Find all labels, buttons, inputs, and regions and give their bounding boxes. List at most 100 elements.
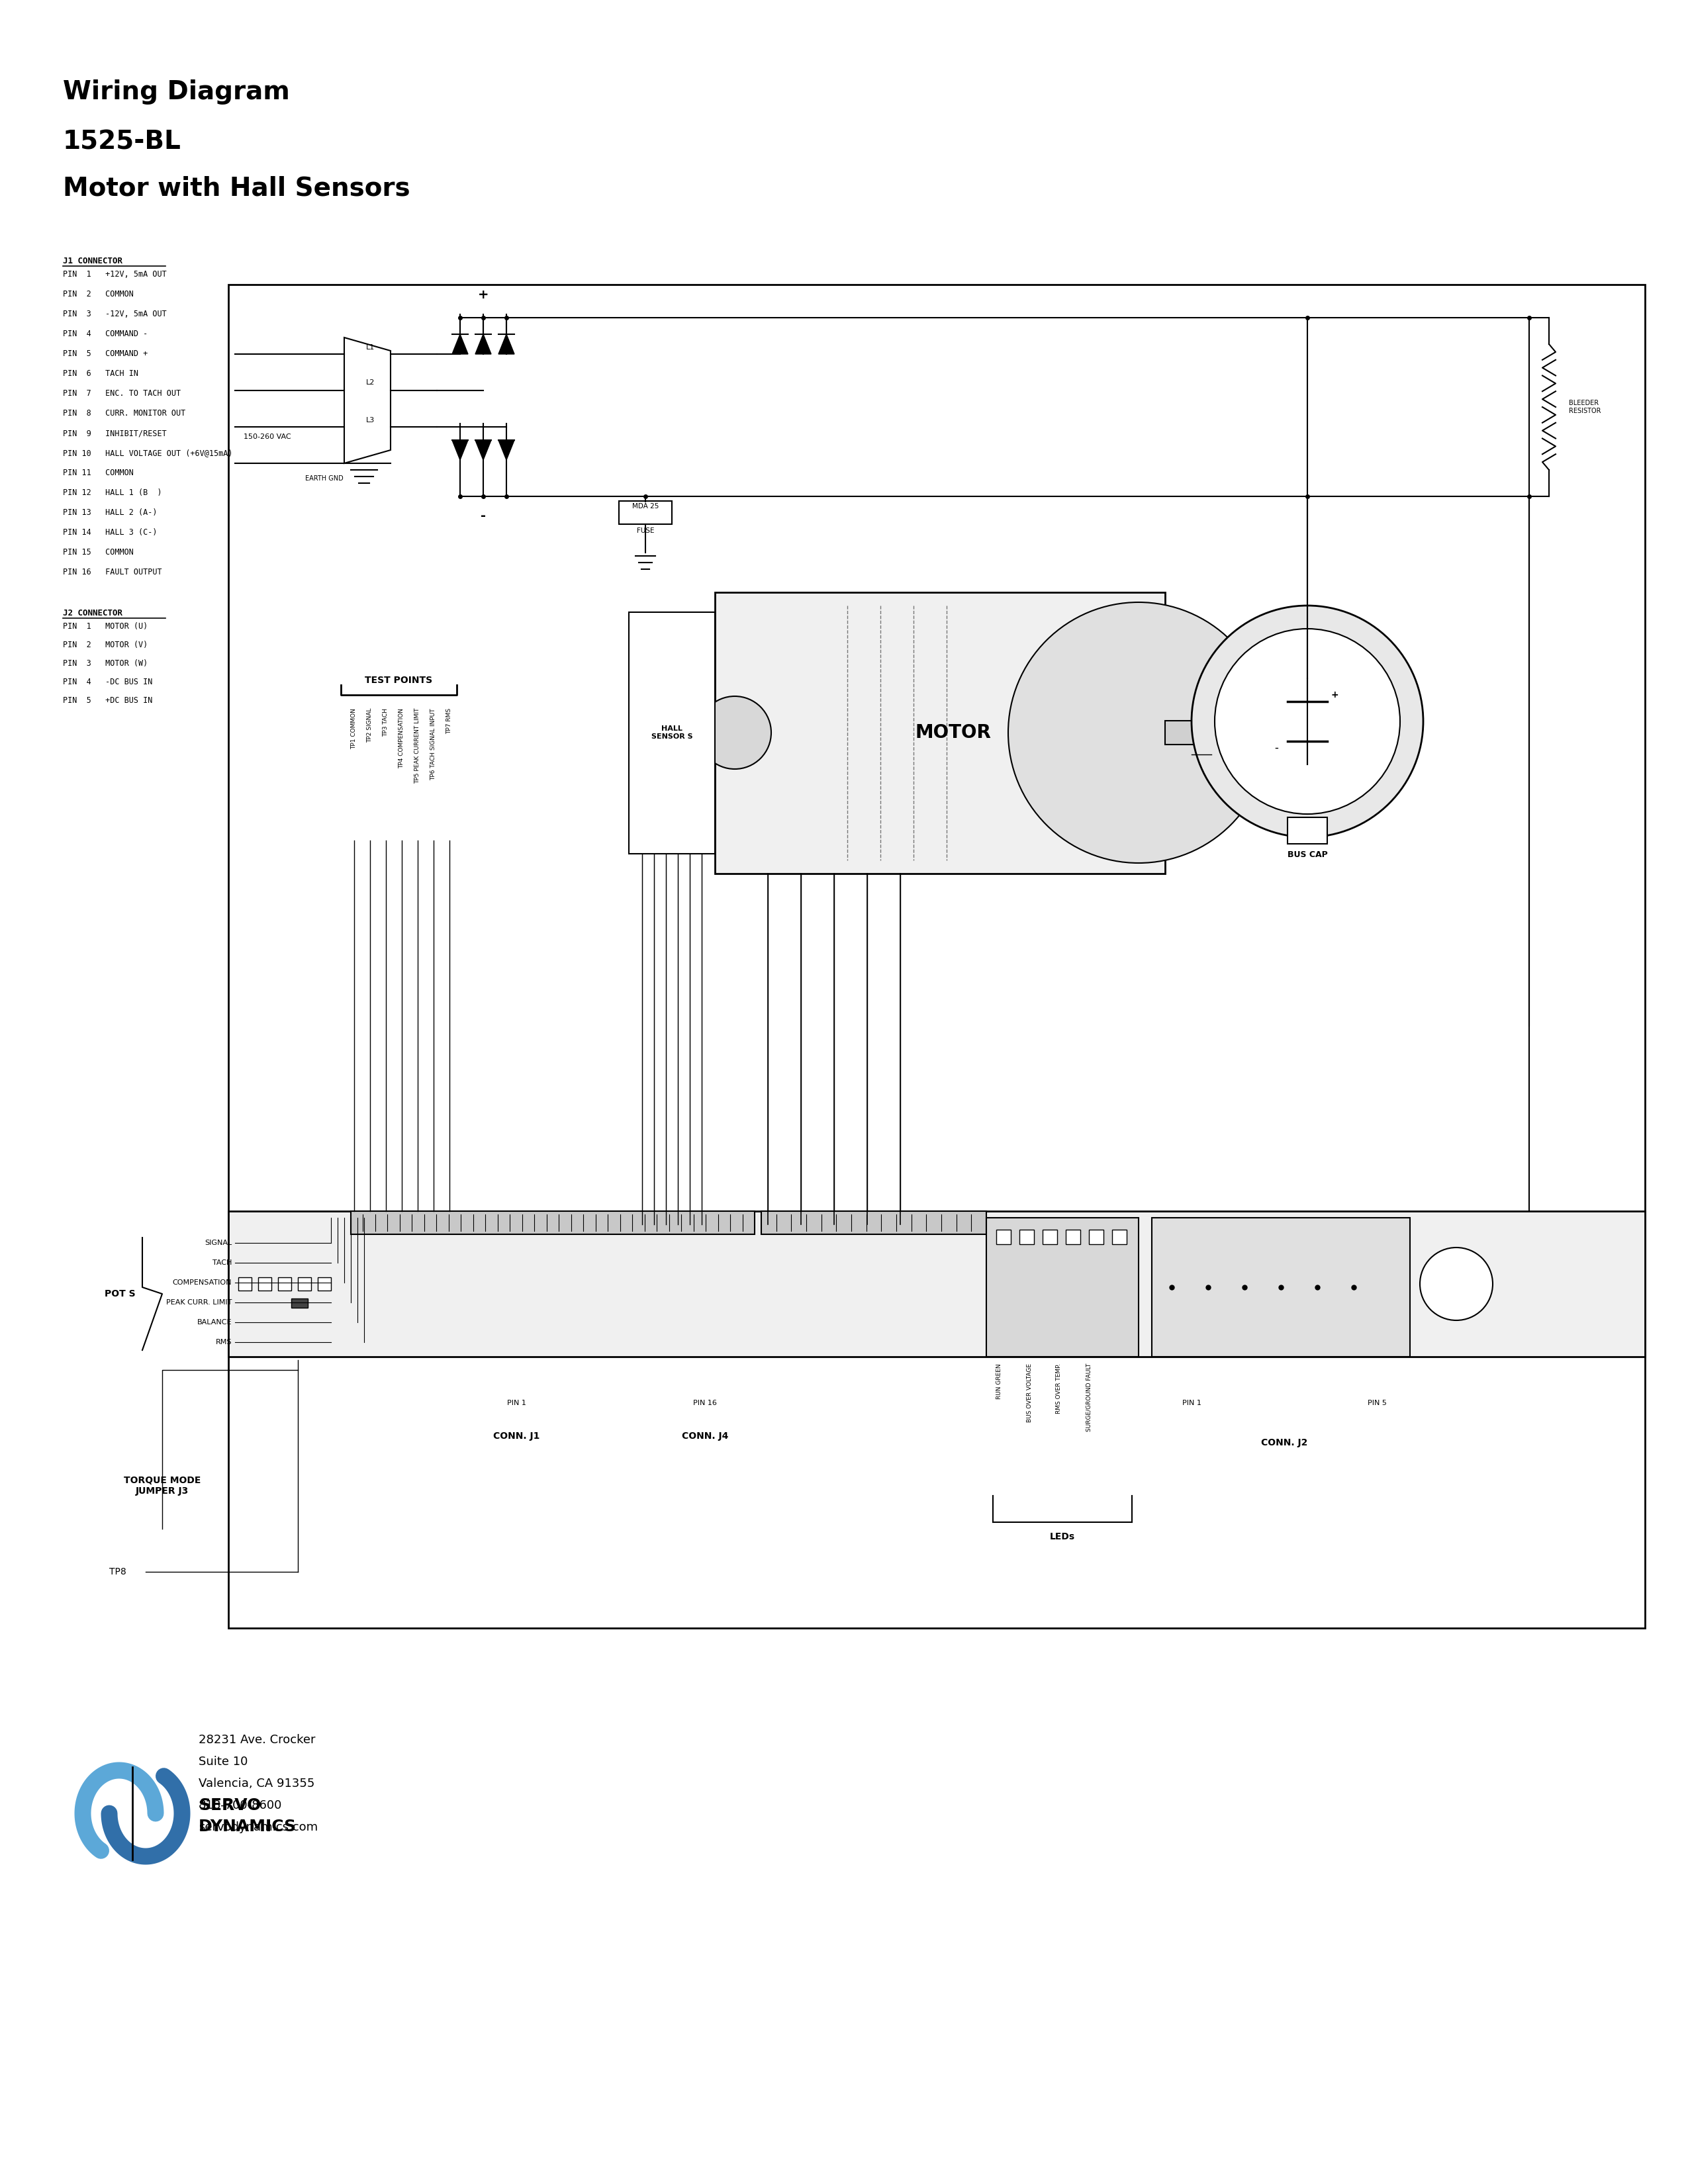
Text: FUSE: FUSE (636, 529, 655, 535)
Polygon shape (498, 441, 515, 461)
Text: TP2 SIGNAL: TP2 SIGNAL (366, 708, 373, 743)
Bar (1020, 1230, 1035, 1245)
Text: BALANCE: BALANCE (197, 1319, 231, 1326)
Text: +: + (478, 288, 490, 301)
Text: PIN  8   CURR. MONITOR OUT: PIN 8 CURR. MONITOR OUT (62, 408, 186, 417)
Text: PIN  5   COMMAND +: PIN 5 COMMAND + (62, 349, 149, 358)
Circle shape (1008, 603, 1269, 863)
Polygon shape (476, 441, 491, 461)
Bar (351, 1212, 755, 1234)
Bar (630, 612, 716, 854)
Text: PIN  1   MOTOR (U): PIN 1 MOTOR (U) (62, 622, 149, 631)
Text: J2 CONNECTOR: J2 CONNECTOR (62, 609, 123, 618)
Text: +: + (1330, 690, 1339, 699)
Text: PIN  5   +DC BUS IN: PIN 5 +DC BUS IN (62, 697, 152, 705)
Text: PIN 13   HALL 2 (A-): PIN 13 HALL 2 (A-) (62, 509, 157, 518)
Polygon shape (452, 441, 468, 461)
Circle shape (1192, 605, 1423, 836)
Text: PIN 12   HALL 1 (B  ): PIN 12 HALL 1 (B ) (62, 489, 162, 498)
Text: J1 CONNECTOR: J1 CONNECTOR (62, 258, 123, 266)
Bar (258, 1278, 272, 1291)
Bar (1151, 1219, 1409, 1356)
Bar (1089, 1230, 1104, 1245)
Text: BUS CAP: BUS CAP (1288, 850, 1327, 858)
Bar (761, 1212, 986, 1234)
Text: TP1 COMMON: TP1 COMMON (351, 708, 358, 749)
Text: PIN  3   -12V, 5mA OUT: PIN 3 -12V, 5mA OUT (62, 310, 167, 319)
Text: -: - (1274, 743, 1278, 753)
Text: PIN  2   MOTOR (V): PIN 2 MOTOR (V) (62, 640, 149, 649)
Bar (279, 1278, 292, 1291)
Bar (1165, 721, 1212, 745)
Polygon shape (452, 334, 468, 354)
Text: PIN 1: PIN 1 (1182, 1400, 1202, 1406)
Text: TP5 PEAK CURRENT LIMIT: TP5 PEAK CURRENT LIMIT (415, 708, 420, 784)
Polygon shape (476, 334, 491, 354)
Text: TP4 COMPENSATION: TP4 COMPENSATION (398, 708, 405, 769)
Bar (996, 1230, 1011, 1245)
Text: CONN. J4: CONN. J4 (682, 1431, 728, 1441)
Bar (1112, 1230, 1126, 1245)
Text: BUS OVER VOLTAGE: BUS OVER VOLTAGE (1026, 1363, 1033, 1422)
Text: Valencia, CA 91355: Valencia, CA 91355 (199, 1778, 314, 1789)
Text: PIN 16: PIN 16 (694, 1400, 717, 1406)
Text: TP8: TP8 (110, 1568, 127, 1577)
Text: -: - (481, 509, 486, 522)
Text: MOTOR: MOTOR (915, 723, 991, 743)
Text: PIN 11   COMMON: PIN 11 COMMON (62, 470, 133, 476)
Text: RMS: RMS (216, 1339, 231, 1345)
Text: PIN  4   -DC BUS IN: PIN 4 -DC BUS IN (62, 677, 152, 686)
Text: PIN 15   COMMON: PIN 15 COMMON (62, 548, 133, 557)
Text: COMPENSATION: COMPENSATION (172, 1280, 231, 1286)
Text: 150-260 VAC: 150-260 VAC (243, 432, 292, 441)
Bar (619, 500, 672, 524)
Text: PIN 1: PIN 1 (506, 1400, 527, 1406)
Text: PIN  4   COMMAND -: PIN 4 COMMAND - (62, 330, 149, 339)
Text: PIN  7   ENC. TO TACH OUT: PIN 7 ENC. TO TACH OUT (62, 389, 181, 397)
Text: 1525-BL: 1525-BL (62, 129, 181, 155)
Text: SURGE/GROUND FAULT: SURGE/GROUND FAULT (1085, 1363, 1092, 1433)
Bar (1288, 817, 1327, 843)
Text: TP6 TACH SIGNAL INPUT: TP6 TACH SIGNAL INPUT (430, 708, 437, 780)
Text: L2: L2 (366, 380, 375, 387)
Bar (228, 1212, 1646, 1356)
Text: PIN 5: PIN 5 (1367, 1400, 1386, 1406)
Text: TP7 RMS: TP7 RMS (447, 708, 452, 734)
Circle shape (1420, 1247, 1492, 1321)
Text: BLEEDER
RESISTOR: BLEEDER RESISTOR (1568, 400, 1600, 415)
Text: TEST POINTS: TEST POINTS (365, 675, 432, 686)
Bar (1043, 1230, 1057, 1245)
Text: CONN. J1: CONN. J1 (493, 1431, 540, 1441)
Text: PIN 10   HALL VOLTAGE OUT (+6V@15mA): PIN 10 HALL VOLTAGE OUT (+6V@15mA) (62, 448, 233, 456)
Polygon shape (498, 334, 515, 354)
Text: PIN  2   COMMON: PIN 2 COMMON (62, 290, 133, 299)
Bar (238, 1278, 252, 1291)
Text: DYNAMICS: DYNAMICS (199, 1819, 297, 1835)
Text: PIN  1   +12V, 5mA OUT: PIN 1 +12V, 5mA OUT (62, 271, 167, 280)
Text: 818-700-8600: 818-700-8600 (199, 1800, 282, 1811)
Circle shape (699, 697, 771, 769)
Text: RUN GREEN: RUN GREEN (996, 1363, 1003, 1398)
Text: PIN  3   MOTOR (W): PIN 3 MOTOR (W) (62, 660, 149, 668)
Text: TP3 TACH: TP3 TACH (383, 708, 388, 736)
Bar (317, 1278, 331, 1291)
Circle shape (1215, 629, 1399, 815)
Text: CONN. J2: CONN. J2 (1261, 1437, 1308, 1448)
Text: PIN 16   FAULT OUTPUT: PIN 16 FAULT OUTPUT (62, 568, 162, 577)
Text: PIN 14   HALL 3 (C-): PIN 14 HALL 3 (C-) (62, 529, 157, 537)
Text: L1: L1 (366, 345, 375, 352)
Text: PIN  6   TACH IN: PIN 6 TACH IN (62, 369, 138, 378)
Text: Motor with Hall Sensors: Motor with Hall Sensors (62, 175, 410, 201)
Text: RMS OVER TEMP.: RMS OVER TEMP. (1057, 1363, 1062, 1413)
Text: SERVO: SERVO (199, 1797, 262, 1813)
Text: TORQUE MODE
JUMPER J3: TORQUE MODE JUMPER J3 (123, 1476, 201, 1496)
Bar (1065, 1230, 1080, 1245)
Text: SIGNAL: SIGNAL (204, 1241, 231, 1247)
Text: servodynamics.com: servodynamics.com (199, 1821, 317, 1832)
Bar (292, 1299, 307, 1308)
Text: TACH: TACH (213, 1260, 231, 1267)
Text: PEAK CURR. LIMIT: PEAK CURR. LIMIT (165, 1299, 231, 1306)
Text: Wiring Diagram: Wiring Diagram (62, 79, 290, 105)
Text: MDA 25: MDA 25 (631, 502, 658, 509)
Text: 28231 Ave. Crocker: 28231 Ave. Crocker (199, 1734, 316, 1745)
